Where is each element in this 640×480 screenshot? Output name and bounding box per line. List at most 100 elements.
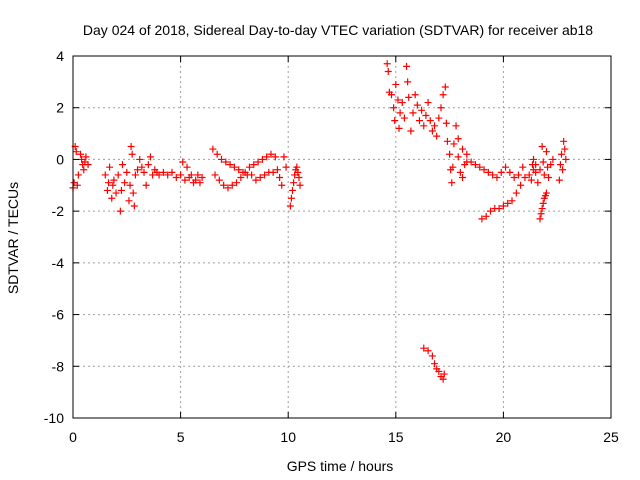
data-point — [248, 171, 256, 179]
data-point — [482, 212, 490, 220]
data-point — [108, 194, 116, 202]
data-point — [256, 174, 264, 182]
data-point — [105, 179, 113, 187]
x-axis-label: GPS time / hours — [287, 458, 394, 474]
y-tick-label: 0 — [56, 151, 64, 167]
y-tick-label: -6 — [52, 307, 65, 323]
data-point — [123, 168, 131, 176]
data-point — [415, 117, 423, 125]
data-point — [290, 179, 298, 187]
data-point — [443, 137, 451, 145]
data-point — [547, 161, 555, 169]
data-point — [149, 171, 157, 179]
data-point — [80, 166, 88, 174]
data-point — [478, 215, 486, 223]
data-point — [558, 150, 566, 158]
data-point — [228, 181, 236, 189]
data-point — [74, 171, 82, 179]
data-point — [545, 174, 553, 182]
data-point — [73, 181, 81, 189]
data-point — [395, 124, 403, 132]
y-tick-label: -4 — [52, 255, 65, 271]
data-point — [560, 137, 568, 145]
data-point — [495, 205, 503, 213]
data-point — [536, 166, 544, 174]
data-point — [534, 179, 542, 187]
data-point — [452, 122, 460, 130]
data-point — [493, 174, 501, 182]
data-points — [69, 60, 570, 383]
y-axis-label: SDTVAR / TECUs — [5, 182, 21, 294]
plot-frame — [72, 55, 612, 419]
y-tick-label: -8 — [52, 358, 65, 374]
series-segment-e — [286, 163, 304, 210]
data-point — [398, 99, 406, 107]
data-point — [140, 168, 148, 176]
data-point — [422, 111, 430, 119]
data-point — [261, 171, 269, 179]
data-point — [489, 171, 497, 179]
series-segment-b — [101, 143, 146, 215]
x-tick-label: 20 — [496, 429, 512, 445]
data-point — [252, 176, 260, 184]
x-tick-label: 25 — [603, 429, 619, 445]
data-point — [400, 114, 408, 122]
data-point — [267, 150, 275, 158]
data-point — [383, 60, 391, 68]
y-tick-label: -2 — [52, 203, 65, 219]
data-point — [431, 122, 439, 130]
data-point — [155, 171, 163, 179]
data-point — [555, 176, 563, 184]
data-point — [146, 153, 154, 161]
data-point — [542, 148, 550, 156]
data-point — [168, 168, 176, 176]
data-point — [106, 163, 114, 171]
data-point — [387, 91, 395, 99]
data-point — [114, 171, 122, 179]
data-point — [549, 155, 557, 163]
data-point — [209, 145, 217, 153]
data-point — [556, 161, 564, 169]
data-point — [194, 171, 202, 179]
data-point — [448, 179, 456, 187]
series-segment-h — [478, 161, 540, 223]
data-point — [517, 181, 525, 189]
data-point — [82, 153, 90, 161]
x-tick-label: 0 — [69, 429, 77, 445]
data-point — [235, 166, 243, 174]
data-point — [245, 163, 253, 171]
data-point — [431, 360, 439, 368]
data-point — [403, 62, 411, 70]
y-tick-label: -10 — [44, 410, 64, 426]
data-point — [454, 153, 462, 161]
data-point — [187, 171, 195, 179]
data-point — [418, 106, 426, 114]
data-point — [215, 176, 223, 184]
data-point — [506, 168, 514, 176]
data-point — [289, 186, 297, 194]
data-point — [512, 189, 520, 197]
data-point — [446, 150, 454, 158]
data-point — [181, 176, 189, 184]
series-segment-j — [536, 189, 550, 223]
data-point — [537, 210, 545, 218]
data-point — [435, 114, 443, 122]
series-segment-f — [383, 60, 451, 145]
data-point — [542, 189, 550, 197]
data-point — [435, 367, 443, 375]
data-point — [441, 83, 449, 91]
data-point — [442, 119, 450, 127]
data-point — [196, 179, 204, 187]
data-point — [192, 176, 200, 184]
data-point — [532, 168, 540, 176]
data-point — [437, 104, 445, 112]
series-segment-k — [555, 137, 570, 184]
data-point — [103, 186, 111, 194]
data-point — [519, 163, 527, 171]
data-point — [384, 68, 392, 76]
data-point — [420, 122, 428, 130]
data-point — [405, 93, 413, 101]
data-point — [164, 171, 172, 179]
data-point — [508, 197, 516, 205]
